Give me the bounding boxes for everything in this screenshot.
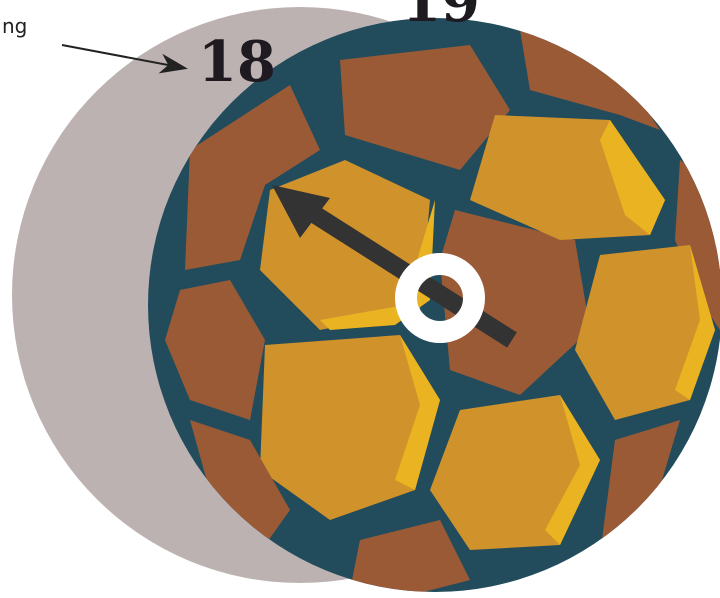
- ball-patch: [440, 210, 590, 395]
- ball-patch: [545, 395, 600, 545]
- ball-patch: [350, 520, 470, 592]
- ball-patch: [675, 245, 715, 400]
- ball-patch: [600, 120, 665, 235]
- ball-patch: [395, 335, 440, 490]
- number-top: 19: [402, 0, 480, 35]
- corner-label: ng: [2, 14, 28, 38]
- ball-patch: [600, 420, 680, 555]
- ball-patch: [190, 420, 290, 545]
- number-main: 18: [198, 29, 276, 95]
- ball-patch: [165, 280, 265, 420]
- ball-patch: [260, 335, 440, 520]
- arrow-pointer-icon: [61, 44, 188, 74]
- ball-patch: [185, 85, 320, 270]
- ball-patch: [520, 30, 660, 130]
- ring-pivot-icon: [395, 253, 485, 343]
- ball-patch: [340, 45, 510, 170]
